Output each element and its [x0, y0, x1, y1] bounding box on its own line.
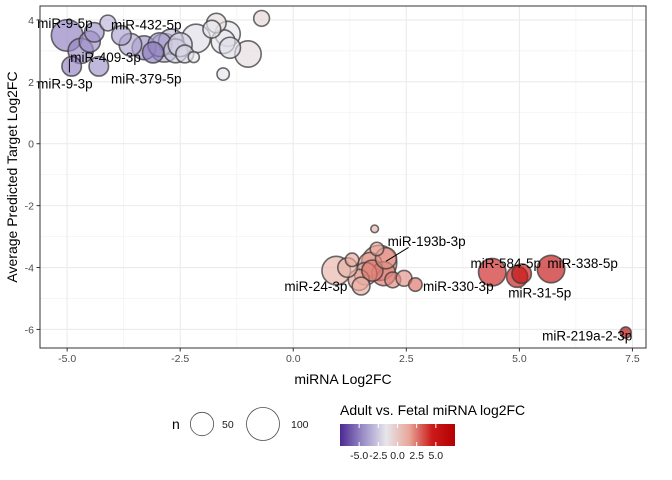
point-label: miR-338-5p	[547, 256, 618, 271]
grid-major	[40, 6, 646, 348]
data-point	[141, 41, 165, 64]
colorbar-tick-label: -2.5	[369, 450, 387, 462]
x-tick-label: 2.5	[399, 353, 414, 365]
colorbar-tick-label: 2.5	[409, 450, 424, 462]
y-axis-title: Average Predicted Target Log2FC	[4, 71, 20, 282]
data-point	[477, 257, 507, 287]
y-tick-label: 0	[28, 139, 34, 151]
point-label: miR-9-5p	[37, 16, 93, 31]
point-label: miR-193b-3p	[388, 234, 466, 249]
point-annotations: miR-9-5p miR-432-5p miR-409-3p miR-9-3p miR-…	[37, 16, 632, 344]
size-legend-circle	[189, 411, 215, 437]
point-label: miR-31-5p	[508, 285, 571, 300]
point-label: miR-219a-2-3p	[542, 329, 632, 344]
point-label: miR-584-5p	[471, 256, 542, 271]
panel-background	[40, 6, 646, 348]
point-label: miR-409-3p	[70, 50, 141, 65]
colorbar-tick-label: 5.0	[429, 450, 444, 462]
x-tick-label: -2.5	[171, 353, 189, 365]
data-point	[187, 50, 201, 64]
data-point	[511, 263, 533, 285]
point-label: miR-379-5p	[111, 72, 182, 87]
x-axis-title: miRNA Log2FC	[294, 371, 391, 387]
y-tick-label: 4	[28, 15, 34, 27]
data-point	[252, 9, 271, 28]
data-points	[50, 9, 632, 339]
size-legend: n 50 100	[172, 407, 309, 441]
data-point	[619, 326, 632, 339]
colorbar	[340, 424, 455, 446]
data-point	[61, 55, 83, 77]
data-point	[370, 224, 380, 234]
x-axis-ticks: -5.0 -2.5 0.0 2.5 5.0 7.5	[58, 348, 640, 365]
point-label: miR-9-3p	[37, 76, 93, 91]
point-label: miR-330-3p	[423, 279, 494, 294]
colorbar-tick-label: -5.0	[350, 450, 368, 462]
y-tick-label: -4	[25, 263, 34, 275]
color-legend-title: Adult vs. Fetal miRNA log2FC	[340, 402, 525, 418]
data-point	[110, 24, 132, 46]
grid-minor	[40, 6, 646, 348]
size-legend-title: n	[172, 416, 180, 432]
panel-border	[39, 5, 647, 349]
y-axis-ticks: 4 2 0 -2 -4 -6	[25, 15, 40, 336]
data-point	[369, 241, 385, 257]
y-tick-label: -2	[25, 201, 34, 213]
y-tick-label: 2	[28, 77, 34, 89]
x-tick-label: -5.0	[58, 353, 76, 365]
x-tick-label: 0.0	[286, 353, 301, 365]
data-point	[344, 252, 360, 268]
data-point	[351, 276, 371, 296]
leader-lines	[68, 58, 409, 262]
colorbar-tick-label: 0.0	[390, 450, 405, 462]
size-legend-label: 50	[222, 419, 234, 431]
data-point	[536, 254, 566, 284]
point-label: miR-432-5p	[111, 18, 182, 33]
y-tick-label: -6	[25, 324, 34, 336]
color-legend: Adult vs. Fetal miRNA log2FC -5.0 -2.5 0.0…	[340, 402, 525, 462]
data-point	[407, 277, 423, 293]
leader-line	[385, 246, 409, 262]
data-point	[216, 67, 231, 82]
data-point	[88, 55, 110, 77]
data-point	[218, 36, 242, 60]
data-point	[99, 14, 117, 32]
data-point	[202, 19, 222, 39]
x-tick-label: 7.5	[625, 353, 640, 365]
size-legend-circle	[246, 407, 280, 441]
size-legend-label: 100	[291, 419, 309, 431]
point-label: miR-24-3p	[284, 279, 347, 294]
x-tick-label: 5.0	[512, 353, 527, 365]
data-point	[83, 21, 105, 43]
